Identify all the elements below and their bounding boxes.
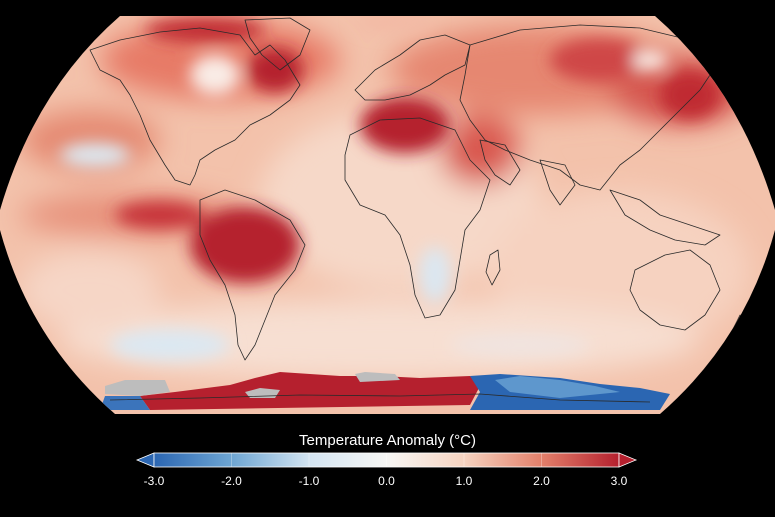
colorbar-tick-marks <box>231 453 542 467</box>
colorbar-low-extend-arrow <box>135 452 155 468</box>
europe-outline <box>354 34 471 101</box>
madagascar-outline <box>485 249 501 286</box>
colorbar-tick-label: 2.0 <box>533 474 550 488</box>
southeast-asia-islands-outline <box>609 189 721 246</box>
colorbar-tick-label: -2.0 <box>221 474 242 488</box>
south-america-outline <box>199 189 306 361</box>
colorbar-tick-label: 3.0 <box>610 474 628 488</box>
legend-title: Temperature Anomaly (°C) <box>299 432 476 449</box>
antarctica-band <box>100 372 670 410</box>
colorbar-tick-label: -1.0 <box>298 474 320 488</box>
africa-outline <box>344 117 491 319</box>
north-america-outline <box>89 27 301 186</box>
asia-outline <box>459 24 721 191</box>
colorbar-tick-label: -3.0 <box>143 474 165 488</box>
colorbar-tick-label: 1.0 <box>455 474 473 488</box>
colorbar-tick-label: 0.0 <box>378 474 395 488</box>
temperature-anomaly-map <box>0 16 775 414</box>
australia-outline <box>629 249 721 331</box>
greenland-outline <box>244 17 311 71</box>
colorbar <box>135 452 638 468</box>
colorbar-high-extend-arrow <box>618 452 638 468</box>
coastlines <box>89 17 749 403</box>
map-globe <box>0 16 775 414</box>
antarctica-outline <box>109 393 651 403</box>
arabia-india-outline <box>479 139 576 206</box>
